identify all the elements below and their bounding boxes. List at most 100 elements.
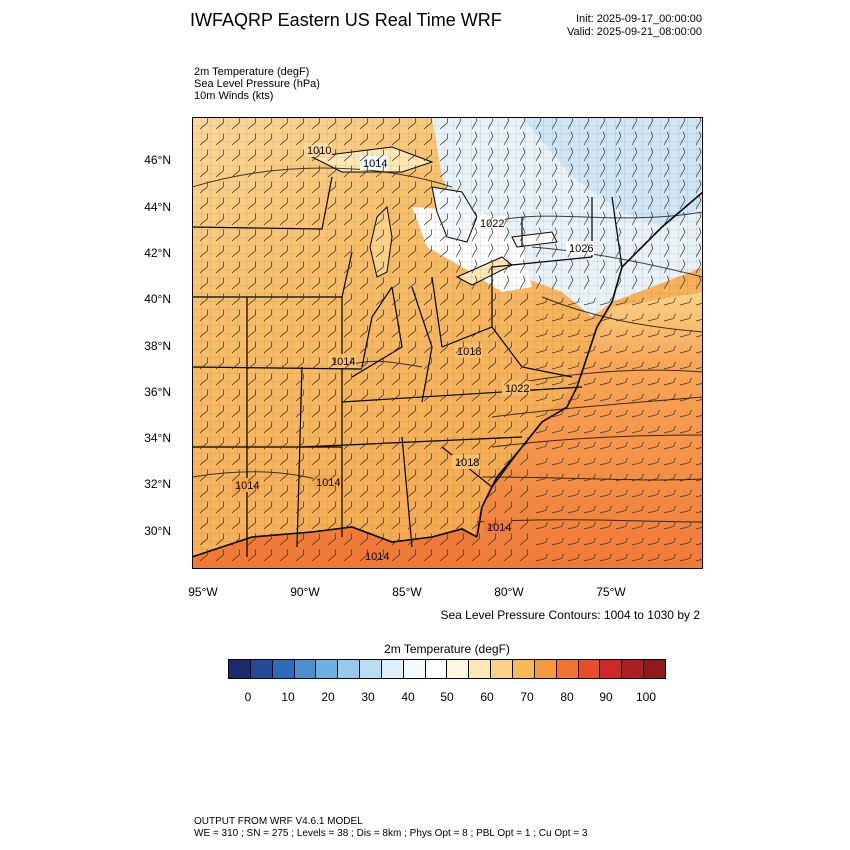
- wind-barb: [487, 469, 497, 482]
- wind-barb: [247, 517, 257, 530]
- wind-barb: [327, 133, 337, 146]
- wind-barb: [215, 213, 225, 226]
- wind-barb: [487, 389, 497, 402]
- wind-barb: [423, 517, 433, 530]
- wind-barb: [343, 325, 353, 338]
- wind-barb: [679, 211, 686, 226]
- wind-barb: [343, 389, 353, 402]
- wind-barb: [615, 211, 622, 226]
- wind-barb: [663, 243, 670, 258]
- wind-barb: [215, 405, 225, 418]
- wind-barb: [295, 133, 305, 146]
- wind-barb: [599, 313, 612, 322]
- wind-barb: [343, 453, 353, 466]
- wind-barb: [471, 405, 481, 418]
- wind-barb: [279, 501, 289, 514]
- wind-barb: [535, 227, 542, 242]
- wind-barb: [215, 325, 225, 338]
- wind-barb: [199, 117, 209, 130]
- wind-barb: [279, 437, 289, 450]
- wind-barb: [535, 329, 548, 338]
- wind-barb: [695, 195, 702, 210]
- wind-barb: [471, 533, 481, 546]
- wind-barb: [663, 409, 676, 418]
- wind-barb: [487, 421, 497, 434]
- wind-barb: [695, 147, 702, 162]
- wind-barb: [615, 243, 622, 258]
- wind-barb: [439, 133, 449, 146]
- wind-barb: [359, 149, 369, 162]
- wind-barb: [407, 517, 417, 530]
- wind-barb: [279, 245, 289, 258]
- wind-barb: [551, 227, 558, 242]
- wind-barb: [631, 377, 644, 386]
- wind-barb: [359, 501, 369, 514]
- wind-barb: [247, 389, 257, 402]
- wind-barb: [199, 293, 209, 306]
- wind-barb: [439, 437, 449, 450]
- wind-barb: [663, 441, 676, 450]
- wind-barb: [391, 421, 401, 434]
- lon-tick-label: 90°W: [290, 585, 320, 599]
- wind-barb: [311, 213, 321, 226]
- wind-barb: [407, 469, 417, 482]
- wind-barb: [487, 309, 497, 322]
- wind-barb: [487, 549, 497, 562]
- wind-barb: [503, 357, 513, 370]
- wind-barb: [679, 521, 692, 530]
- wind-barb: [503, 485, 513, 498]
- wind-barb: [535, 505, 548, 514]
- wind-barb: [375, 485, 385, 498]
- wind-barb: [599, 521, 612, 530]
- wind-barb: [583, 259, 590, 274]
- wind-barb: [535, 409, 548, 418]
- wind-barb: [215, 149, 225, 162]
- wind-barb: [583, 537, 596, 546]
- wind-barb: [439, 373, 449, 386]
- wind-barb: [359, 389, 369, 402]
- wind-barb: [663, 131, 670, 146]
- wind-barb: [279, 133, 289, 146]
- wind-barb: [231, 149, 241, 162]
- wind-barb: [487, 117, 494, 130]
- slp-label-1018-b: 1018: [452, 455, 480, 469]
- wind-barb: [599, 473, 612, 482]
- wind-barb: [199, 197, 209, 210]
- wind-barb: [599, 409, 612, 418]
- wind-barb: [199, 453, 209, 466]
- wind-barb: [391, 245, 401, 258]
- wind-barb: [439, 149, 449, 162]
- wind-barb: [679, 179, 686, 194]
- wind-barb: [535, 275, 542, 290]
- wind-barb: [567, 259, 574, 274]
- wind-barb: [615, 553, 628, 562]
- init-time: Init: 2025-09-17_00:00:00: [576, 13, 702, 25]
- wind-barb: [567, 553, 580, 562]
- atlantic-ocean: [472, 292, 703, 569]
- wind-barb: [295, 485, 305, 498]
- wind-barb: [583, 361, 596, 370]
- wind-barb: [279, 309, 289, 322]
- wind-barb: [647, 275, 654, 290]
- slp-label-1014-c: 1014: [232, 478, 260, 492]
- lat-tick-label: 36°N: [144, 385, 171, 399]
- wind-barb: [311, 357, 321, 370]
- wind-barb: [247, 421, 257, 434]
- wind-barb: [631, 243, 638, 258]
- wind-barb: [263, 373, 273, 386]
- lat-tick-label: 40°N: [144, 292, 171, 306]
- wind-barb: [519, 549, 529, 562]
- wind-barb: [375, 229, 385, 242]
- colorbar-swatch: [469, 660, 492, 678]
- wind-barb: [279, 373, 289, 386]
- wind-barb: [199, 405, 209, 418]
- wind-barb: [599, 345, 612, 354]
- wind-barb: [631, 425, 644, 434]
- wind-barb: [311, 277, 321, 290]
- wind-barb: [199, 469, 209, 482]
- wind-barb: [583, 163, 590, 178]
- wind-barb: [423, 181, 433, 194]
- wind-barb: [375, 389, 385, 402]
- wind-barb: [375, 437, 385, 450]
- wind-barb: [423, 437, 433, 450]
